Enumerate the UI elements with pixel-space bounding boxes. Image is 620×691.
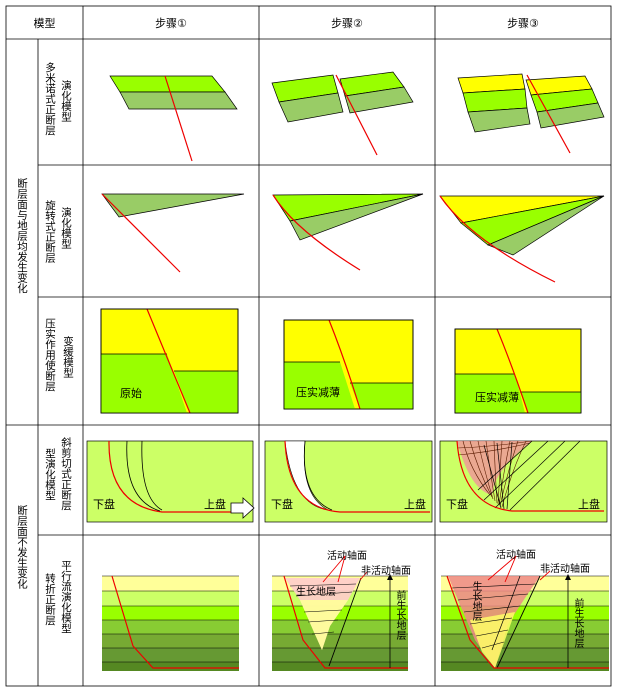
row3-step3 <box>454 328 582 414</box>
row2-label-b: 演化模型 <box>60 207 72 249</box>
group-label-1: 断层面与地层均发生变化 <box>16 178 28 294</box>
row2-step3 <box>439 195 605 283</box>
row3-label-a: 压实作用使断层 <box>44 318 56 392</box>
table-grid <box>5 5 612 687</box>
row1-step3 <box>457 73 605 154</box>
row5-step3 <box>441 555 609 671</box>
row1-label-b: 演化模型 <box>60 80 72 122</box>
label-original: 原始 <box>120 387 142 400</box>
row5-step1 <box>102 575 239 671</box>
row5-label-a: 转折正断层 <box>44 573 56 626</box>
row5-label-b: 平行流演化模型 <box>60 560 72 634</box>
row2-label-a: 旋转式正断层 <box>44 200 56 263</box>
label-pre-growth-step3: 前生长地层 <box>572 598 583 648</box>
row4-step1 <box>86 440 254 523</box>
header-step3: 步骤③ <box>507 17 539 30</box>
group-label-2: 断层面不发生变化 <box>16 505 28 589</box>
row2-step1 <box>101 193 245 273</box>
row3-step2 <box>283 319 414 410</box>
header-model: 模型 <box>33 17 56 30</box>
row1-label-a: 多米诺式正断层 <box>44 62 56 136</box>
row3-label-b: 变缓模型 <box>62 336 74 378</box>
label-active-axis-step2: 活动轴面 <box>327 551 367 562</box>
label-growth-strata-step2: 生长地层 <box>296 587 336 598</box>
label-growth-strata-step3: 生长地层 <box>470 581 481 621</box>
row1-step1 <box>109 75 238 162</box>
label-hangingwall-step2: 上盘 <box>404 498 426 511</box>
label-compacted-step3: 压实减薄 <box>475 391 519 404</box>
row4-label-b: 型演化模型 <box>44 448 56 501</box>
row4-label-a: 斜剪切式正断层 <box>60 437 72 511</box>
row5-step2 <box>272 555 408 671</box>
row1-step2 <box>271 71 414 156</box>
label-active-axis-step3: 活动轴面 <box>496 550 536 561</box>
label-footwall-step2: 下盘 <box>271 498 293 511</box>
label-footwall-step1: 下盘 <box>93 498 115 511</box>
row4-step2 <box>264 440 433 523</box>
row3-step1 <box>100 308 239 414</box>
label-compacted-step2: 压实减薄 <box>296 386 340 399</box>
label-inactive-axis-step3: 非活动轴面 <box>540 564 590 575</box>
header-step1: 步骤① <box>155 17 187 30</box>
label-footwall-step3: 下盘 <box>446 498 468 511</box>
label-pre-growth-step2: 前生长地层 <box>394 590 405 640</box>
label-hangingwall-step3: 上盘 <box>578 498 600 511</box>
row2-step2 <box>272 193 424 271</box>
arrow-icon <box>230 497 255 519</box>
header-step2: 步骤② <box>331 17 363 30</box>
label-hangingwall-step1: 上盘 <box>204 498 226 511</box>
row4-step3 <box>439 440 608 523</box>
label-inactive-axis-step2: 非活动轴面 <box>361 566 411 577</box>
